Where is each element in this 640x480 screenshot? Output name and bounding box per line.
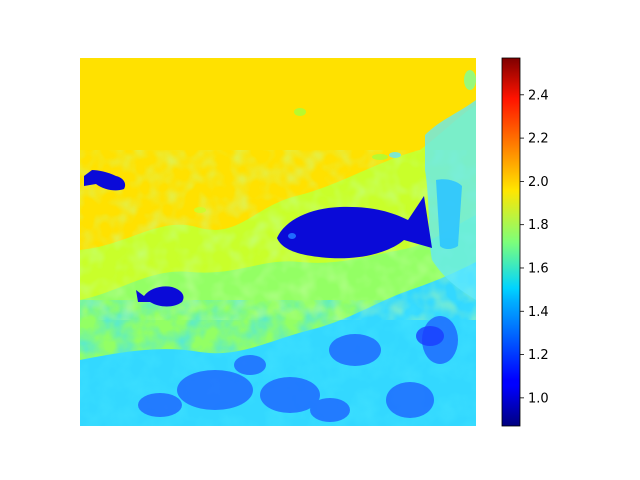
colorbar-tick-label: 2.2 (528, 132, 549, 147)
region-rock-shadows (138, 316, 458, 422)
colorbar-frame (501, 57, 521, 427)
colorbar-gradient (502, 58, 520, 426)
colorbar-tick-label: 1.6 (528, 261, 549, 276)
colorbar: 1.0 1.2 1.4 1.6 1.8 2.0 2.2 2.4 (501, 57, 549, 427)
colorbar-tick-label: 1.8 (528, 218, 549, 233)
colorbar-tick-label: 1.2 (528, 348, 549, 363)
small-fish-left (84, 170, 126, 191)
colorbar-tick-label: 2.4 (528, 88, 549, 103)
large-fish (277, 196, 432, 259)
heatmap-image (80, 58, 476, 426)
colorbar-tick-label: 2.0 (528, 175, 549, 190)
colorbar-ticks: 1.0 1.2 1.4 1.6 1.8 2.0 2.2 2.4 (520, 88, 549, 406)
colorbar-tick-label: 1.0 (528, 391, 549, 406)
colorbar-tick-label: 1.4 (528, 305, 549, 320)
small-fish-bottom (136, 286, 184, 307)
